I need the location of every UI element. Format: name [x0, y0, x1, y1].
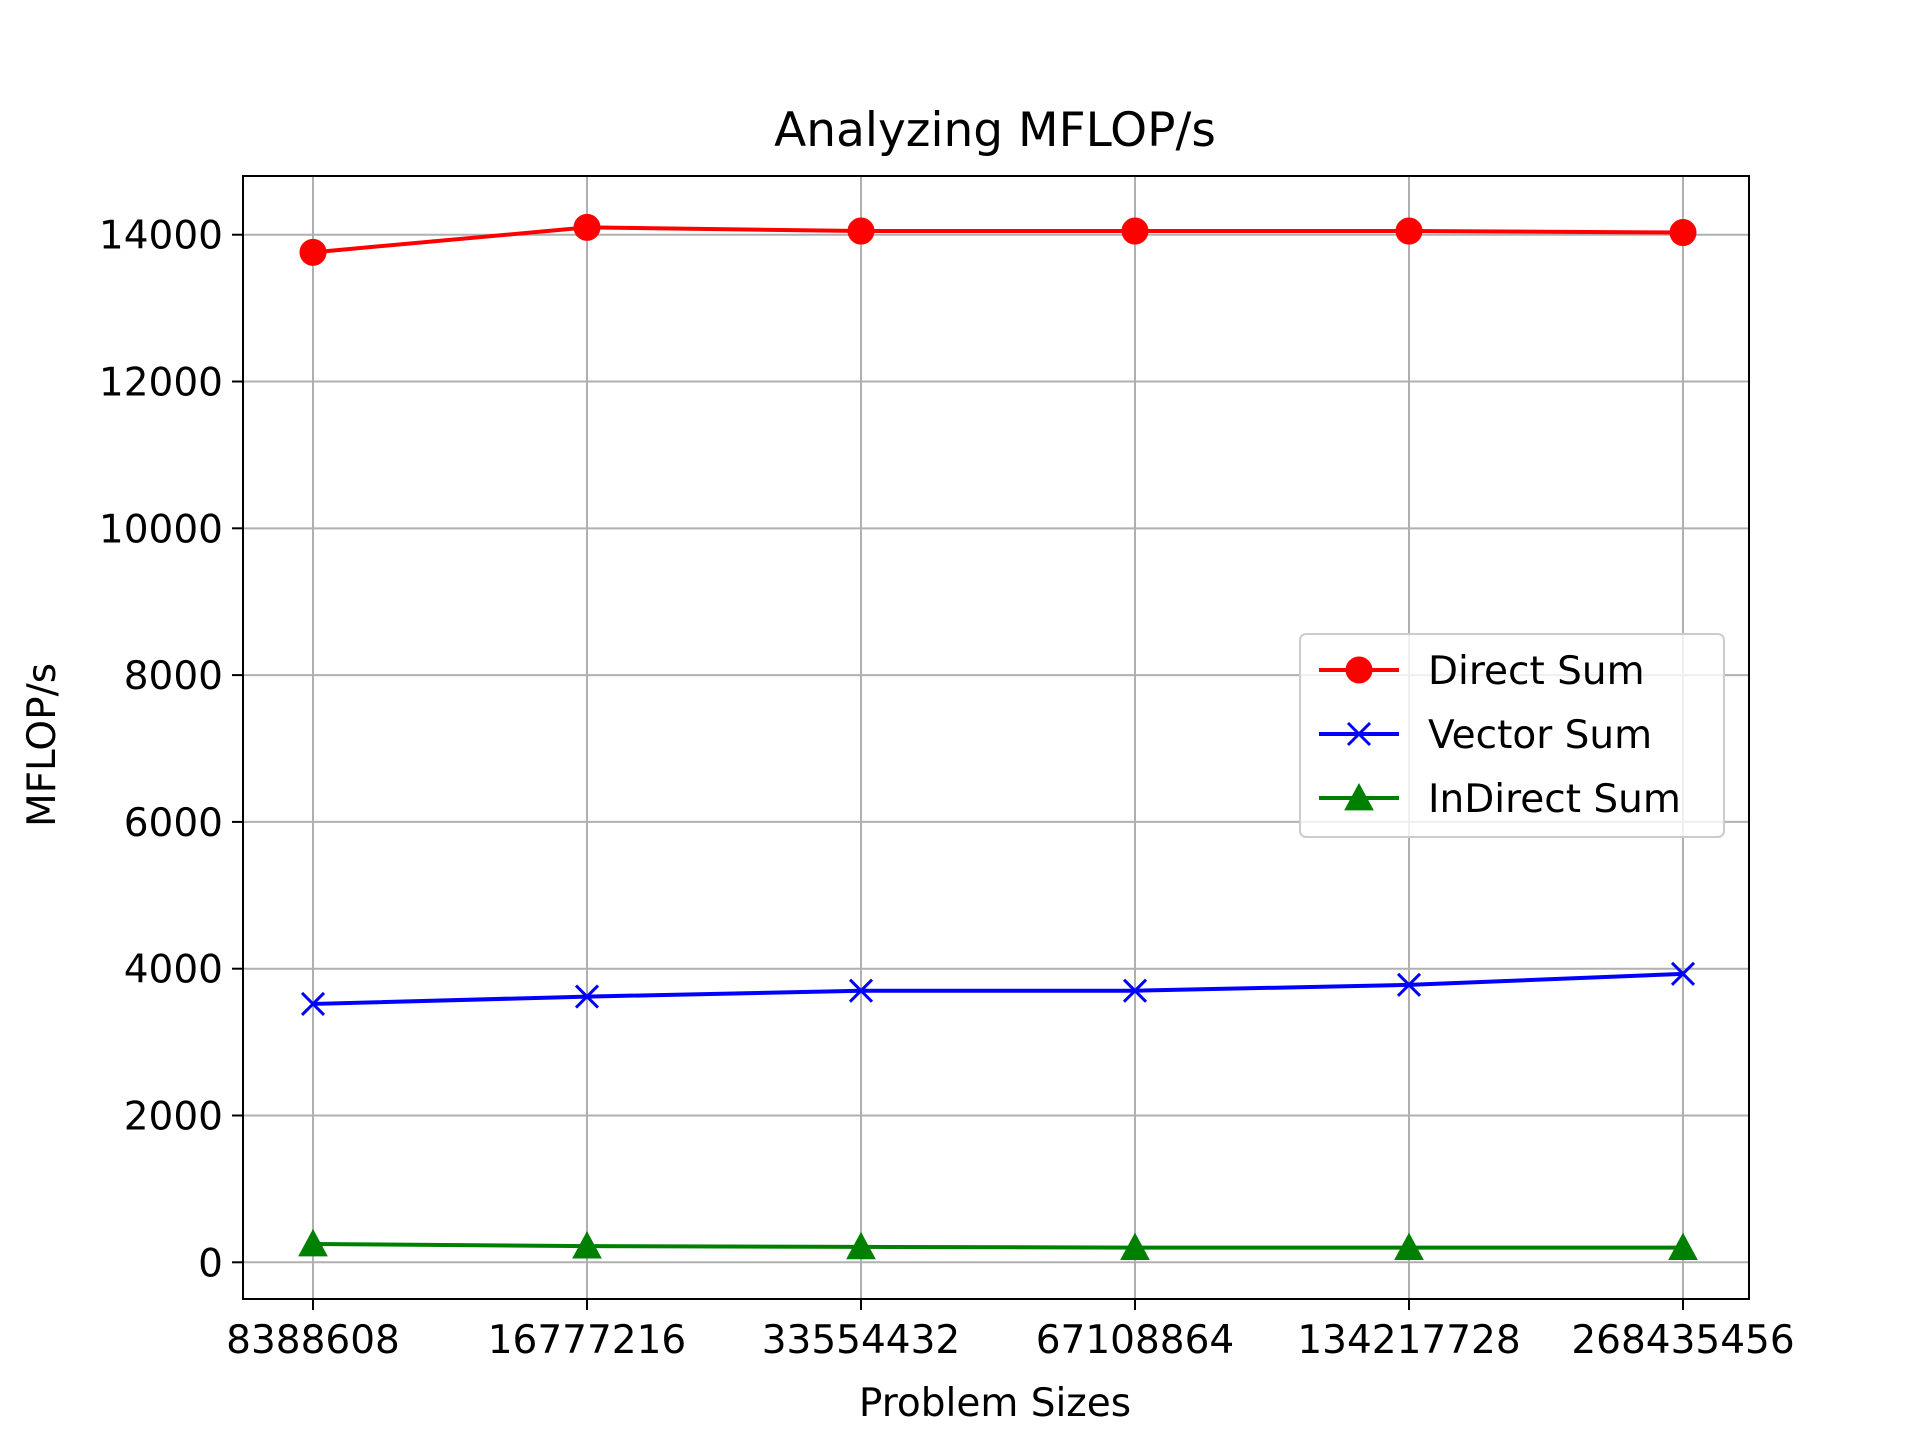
data-point-direct-sum: [1669, 219, 1697, 247]
data-point-vector-sum: [848, 978, 874, 1003]
data-point-direct-sum: [1395, 217, 1423, 245]
series-line-vector-sum: [312, 971, 1684, 1006]
y-tick-label: 8000: [124, 654, 223, 699]
legend: Direct Sum Vector Sum InDirect Sum: [1299, 633, 1725, 838]
series-line-direct-sum: [312, 225, 1684, 255]
x-tick-label: 33554432: [762, 1318, 961, 1363]
legend-item-direct-sum: Direct Sum: [1319, 649, 1645, 694]
x-tick-label: 8388608: [226, 1318, 400, 1363]
legend-item-indirect-sum: InDirect Sum: [1319, 777, 1681, 822]
data-point-vector-sum: [1122, 978, 1148, 1003]
legend-marker: [1345, 656, 1373, 684]
legend-label: Vector Sum: [1428, 713, 1652, 758]
legend-marker: [1344, 782, 1374, 811]
x-tick-label: 134217728: [1297, 1318, 1520, 1363]
x-tick-label: 268435456: [1571, 1318, 1794, 1363]
data-point-direct-sum: [1121, 217, 1149, 245]
x-axis-label: Problem Sizes: [859, 1381, 1131, 1426]
data-point-vector-sum: [1670, 961, 1696, 986]
series-indirect-sum: [298, 1228, 1698, 1261]
x-tick-label: 16777216: [488, 1318, 687, 1363]
series-line-indirect-sum: [312, 1241, 1683, 1250]
y-tick-label: 10000: [99, 507, 223, 552]
data-point-direct-sum: [847, 217, 875, 245]
y-tick-label: 12000: [99, 361, 223, 406]
data-point-direct-sum: [573, 213, 601, 241]
data-point-vector-sum: [574, 984, 600, 1009]
plot-frame: [242, 175, 1750, 1300]
series-direct-sum: [299, 213, 1697, 266]
legend-box: [1299, 633, 1725, 838]
data-point-indirect-sum: [846, 1231, 876, 1260]
data-point-indirect-sum: [1668, 1232, 1698, 1261]
legend-item-vector-sum: Vector Sum: [1319, 713, 1652, 758]
y-tick-label: 2000: [124, 1095, 223, 1140]
series-vector-sum: [300, 961, 1696, 1016]
data-point-indirect-sum: [1120, 1232, 1150, 1261]
legend-label: InDirect Sum: [1428, 777, 1681, 822]
axis-ticks: 8388608 16777216 33554432 67108864 134217728…: [99, 214, 1795, 1363]
data-point-indirect-sum: [572, 1231, 602, 1259]
legend-marker: [1346, 721, 1372, 747]
chart-title: Analyzing MFLOP/s: [774, 103, 1216, 158]
y-tick-label: 14000: [99, 214, 223, 259]
data-point-direct-sum: [299, 238, 327, 266]
data-point-vector-sum: [300, 991, 326, 1016]
series-group: [298, 213, 1698, 1261]
x-tick-label: 67108864: [1036, 1318, 1235, 1363]
data-point-vector-sum: [1396, 972, 1422, 997]
legend-label: Direct Sum: [1428, 649, 1645, 694]
y-tick-label: 4000: [124, 948, 223, 993]
y-tick-label: 6000: [124, 801, 223, 846]
y-tick-label: 0: [198, 1241, 223, 1286]
data-point-indirect-sum: [1394, 1232, 1424, 1261]
data-point-indirect-sum: [298, 1228, 328, 1257]
y-axis-label: MFLOP/s: [20, 663, 65, 827]
